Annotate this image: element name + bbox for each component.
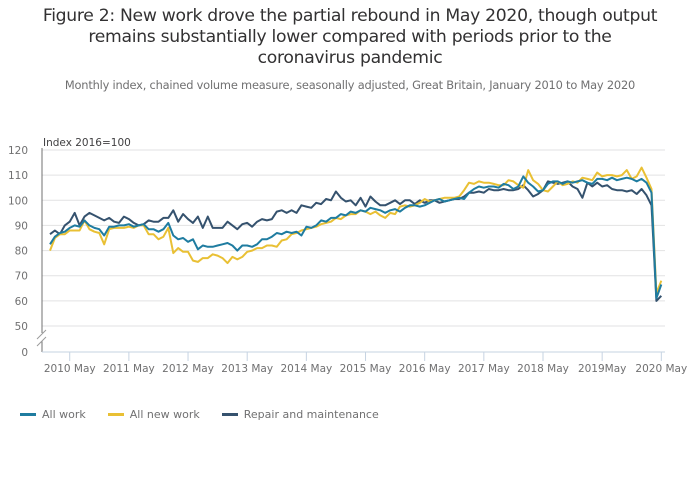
chart-subtitle: Monthly index, chained volume measure, s…: [64, 78, 636, 92]
y-tick-label: 80: [15, 246, 28, 258]
legend-swatch: [107, 413, 124, 416]
x-tick-label: 2012 May: [162, 363, 214, 375]
chart-title: Figure 2: New work drove the partial reb…: [0, 6, 700, 69]
x-tick-label: 2017 May: [458, 363, 510, 375]
chart-title-line: remains substantially lower compared wit…: [88, 27, 612, 47]
x-tick-label: 2013 May: [221, 363, 273, 375]
x-tick-label: 2019May: [578, 363, 626, 375]
x-tick-label: 2010 May: [44, 363, 96, 375]
x-tick-label: 2014 May: [280, 363, 332, 375]
y-tick-label: 0: [21, 347, 28, 359]
x-tick-label: 2011 May: [103, 363, 155, 375]
y-axis-title: Index 2016=100: [43, 137, 131, 149]
legend-swatch: [221, 413, 238, 416]
y-tick-label: 110: [8, 170, 28, 182]
legend-item-repair-and-maintenance[interactable]: Repair and maintenance: [221, 408, 379, 421]
axis-break-mark: [36, 329, 47, 340]
series-line-all-work[interactable]: [49, 175, 663, 300]
gridlines: [42, 149, 665, 327]
y-tick-label: 90: [15, 220, 28, 232]
legend-item-all-work[interactable]: All work: [20, 408, 86, 421]
legend-label: Repair and maintenance: [243, 408, 379, 421]
y-tick-label: 50: [15, 321, 28, 333]
y-tick-label: 70: [15, 271, 28, 283]
chart-title-line: Figure 2: New work drove the partial reb…: [42, 6, 658, 26]
legend-label: All work: [42, 408, 86, 421]
y-tick-label: 100: [8, 195, 28, 207]
legend-swatch: [20, 413, 36, 416]
series-line-all-new-work[interactable]: [49, 166, 663, 295]
x-tick-label: 2015 May: [340, 363, 392, 375]
x-tick-label: 2020 May: [635, 363, 687, 375]
series-line-repair-and-maintenance[interactable]: [49, 180, 663, 302]
x-tick-label: 2016 May: [399, 363, 451, 375]
legend: All work All new work Repair and mainten…: [20, 408, 401, 421]
y-axis-ticks: 0 50 60 70 80 90 100 110 120: [8, 145, 28, 359]
legend-label: All new work: [129, 408, 200, 421]
axis-break-mark: [36, 336, 47, 347]
y-tick-label: 60: [15, 296, 28, 308]
x-axis-ticks: 2010 May 2011 May 2012 May 2013 May 2014 May…: [44, 352, 687, 375]
axes: [36, 148, 665, 353]
legend-item-all-new-work[interactable]: All new work: [107, 408, 200, 421]
x-tick-label: 2018 May: [517, 363, 569, 375]
y-tick-label: 120: [8, 145, 28, 157]
chart-title-line: coronavirus pandemic: [257, 48, 443, 68]
series-lines: [49, 166, 663, 302]
